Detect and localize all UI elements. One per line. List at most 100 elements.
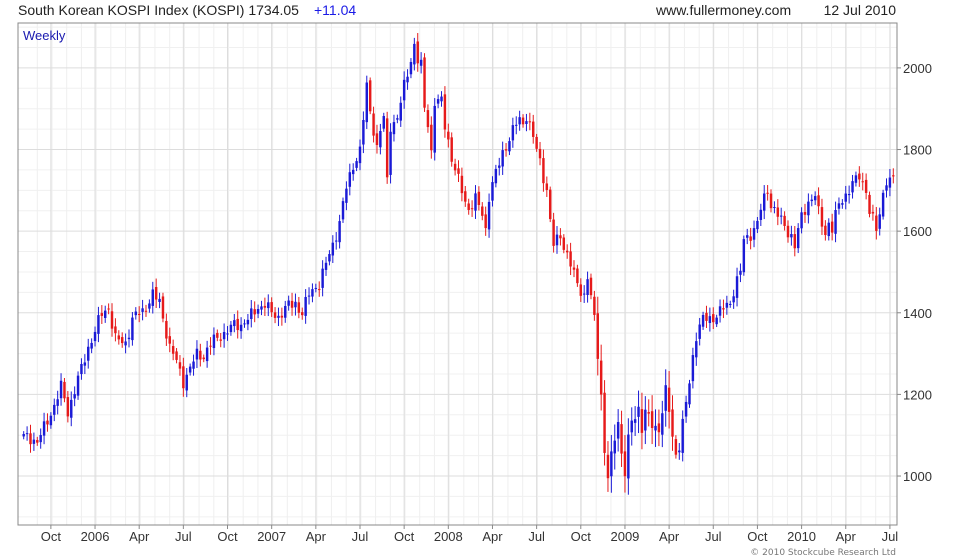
candle-body: [878, 214, 881, 229]
candle-body: [148, 303, 151, 309]
candle-body: [715, 317, 718, 325]
candle-body: [73, 394, 76, 399]
candle-body: [42, 421, 46, 436]
candle-body: [341, 201, 345, 220]
candle-body: [861, 181, 864, 183]
candle-body: [382, 116, 385, 129]
candle-body: [762, 193, 766, 211]
candle-body: [847, 194, 851, 196]
candle-body: [705, 312, 708, 321]
candle-body: [722, 308, 725, 310]
candle-body: [53, 404, 56, 415]
candle-body: [630, 420, 633, 433]
candle-body: [389, 131, 392, 175]
candle-body: [80, 363, 83, 375]
candle-body: [854, 175, 858, 183]
candle-body: [562, 237, 566, 250]
candle-body: [219, 339, 222, 341]
candle-body: [301, 312, 304, 316]
candle-body: [467, 203, 470, 210]
candle-body: [233, 320, 236, 327]
candle-body: [331, 242, 335, 256]
candle-body: [260, 306, 263, 310]
candle-body: [684, 401, 688, 417]
candle-body: [858, 173, 861, 180]
candle-body: [678, 450, 681, 453]
candle-body: [185, 374, 188, 391]
candle-body: [477, 191, 481, 205]
candle-body: [695, 341, 698, 358]
candle-body: [165, 320, 168, 339]
candle-body: [151, 289, 155, 306]
candle-body: [576, 268, 579, 284]
candle-body: [698, 324, 701, 339]
candle-body: [199, 350, 202, 360]
x-tick-label: Oct: [217, 529, 238, 544]
x-tick-label: Oct: [747, 529, 768, 544]
x-tick-label: Jul: [352, 529, 369, 544]
candle-body: [548, 189, 552, 220]
candle-body: [141, 308, 144, 312]
x-tick-label: 2006: [81, 529, 110, 544]
candle-body: [681, 418, 684, 453]
candle-body: [470, 208, 474, 210]
candle-body: [83, 362, 87, 366]
candle-body: [844, 193, 847, 202]
candle-body: [657, 423, 661, 433]
candle-body: [518, 117, 521, 125]
candle-body: [192, 361, 195, 369]
candle-body: [416, 41, 419, 64]
candle-body: [603, 392, 606, 453]
candle-body: [87, 346, 90, 361]
candle-body: [824, 225, 827, 236]
candle-body: [56, 399, 59, 406]
candle-body: [688, 383, 691, 405]
candle-body: [793, 234, 797, 249]
candle-body: [532, 121, 535, 137]
candle-body: [742, 239, 746, 273]
candle-body: [345, 188, 348, 203]
candle-body: [351, 169, 355, 175]
chart-title: South Korean KOSPI Index (KOSPI) 1734.05: [18, 2, 299, 18]
candle-body: [104, 310, 107, 318]
candle-body: [542, 158, 545, 184]
candle-body: [555, 234, 559, 246]
candle-body: [484, 214, 487, 229]
candle-body: [796, 228, 800, 249]
candle-body: [355, 161, 358, 168]
candle-body: [640, 409, 644, 433]
y-tick-label: 1400: [903, 306, 932, 321]
candle-body: [402, 79, 406, 101]
candle-body: [511, 125, 515, 141]
candle-body: [779, 215, 783, 217]
candle-body: [267, 302, 270, 309]
candle-body: [535, 136, 538, 149]
candle-body: [807, 201, 810, 216]
candle-body: [358, 146, 362, 164]
candle-body: [406, 76, 409, 83]
candle-body: [209, 345, 212, 347]
candle-body: [110, 311, 114, 329]
candle-body: [851, 181, 854, 193]
candle-body: [396, 118, 399, 120]
candle-body: [433, 105, 436, 153]
candle-body: [124, 341, 127, 346]
chart-header: South Korean KOSPI Index (KOSPI) 1734.05…: [18, 0, 898, 20]
candle-body: [810, 199, 813, 202]
candle-body: [708, 316, 712, 323]
candle-body: [820, 207, 824, 227]
candle-body: [216, 332, 219, 338]
candle-body: [521, 117, 525, 125]
candle-body: [613, 440, 616, 454]
candle-body: [379, 130, 382, 148]
candle-body: [491, 182, 494, 201]
candle-body: [409, 61, 413, 75]
candle-body: [885, 185, 888, 191]
candle-body: [565, 250, 569, 253]
candle-body: [875, 215, 878, 231]
x-tick-label: Apr: [836, 529, 857, 544]
candle-body: [538, 148, 542, 159]
candle-body: [817, 195, 820, 207]
candle-body: [324, 262, 328, 270]
candle-body: [460, 175, 464, 194]
